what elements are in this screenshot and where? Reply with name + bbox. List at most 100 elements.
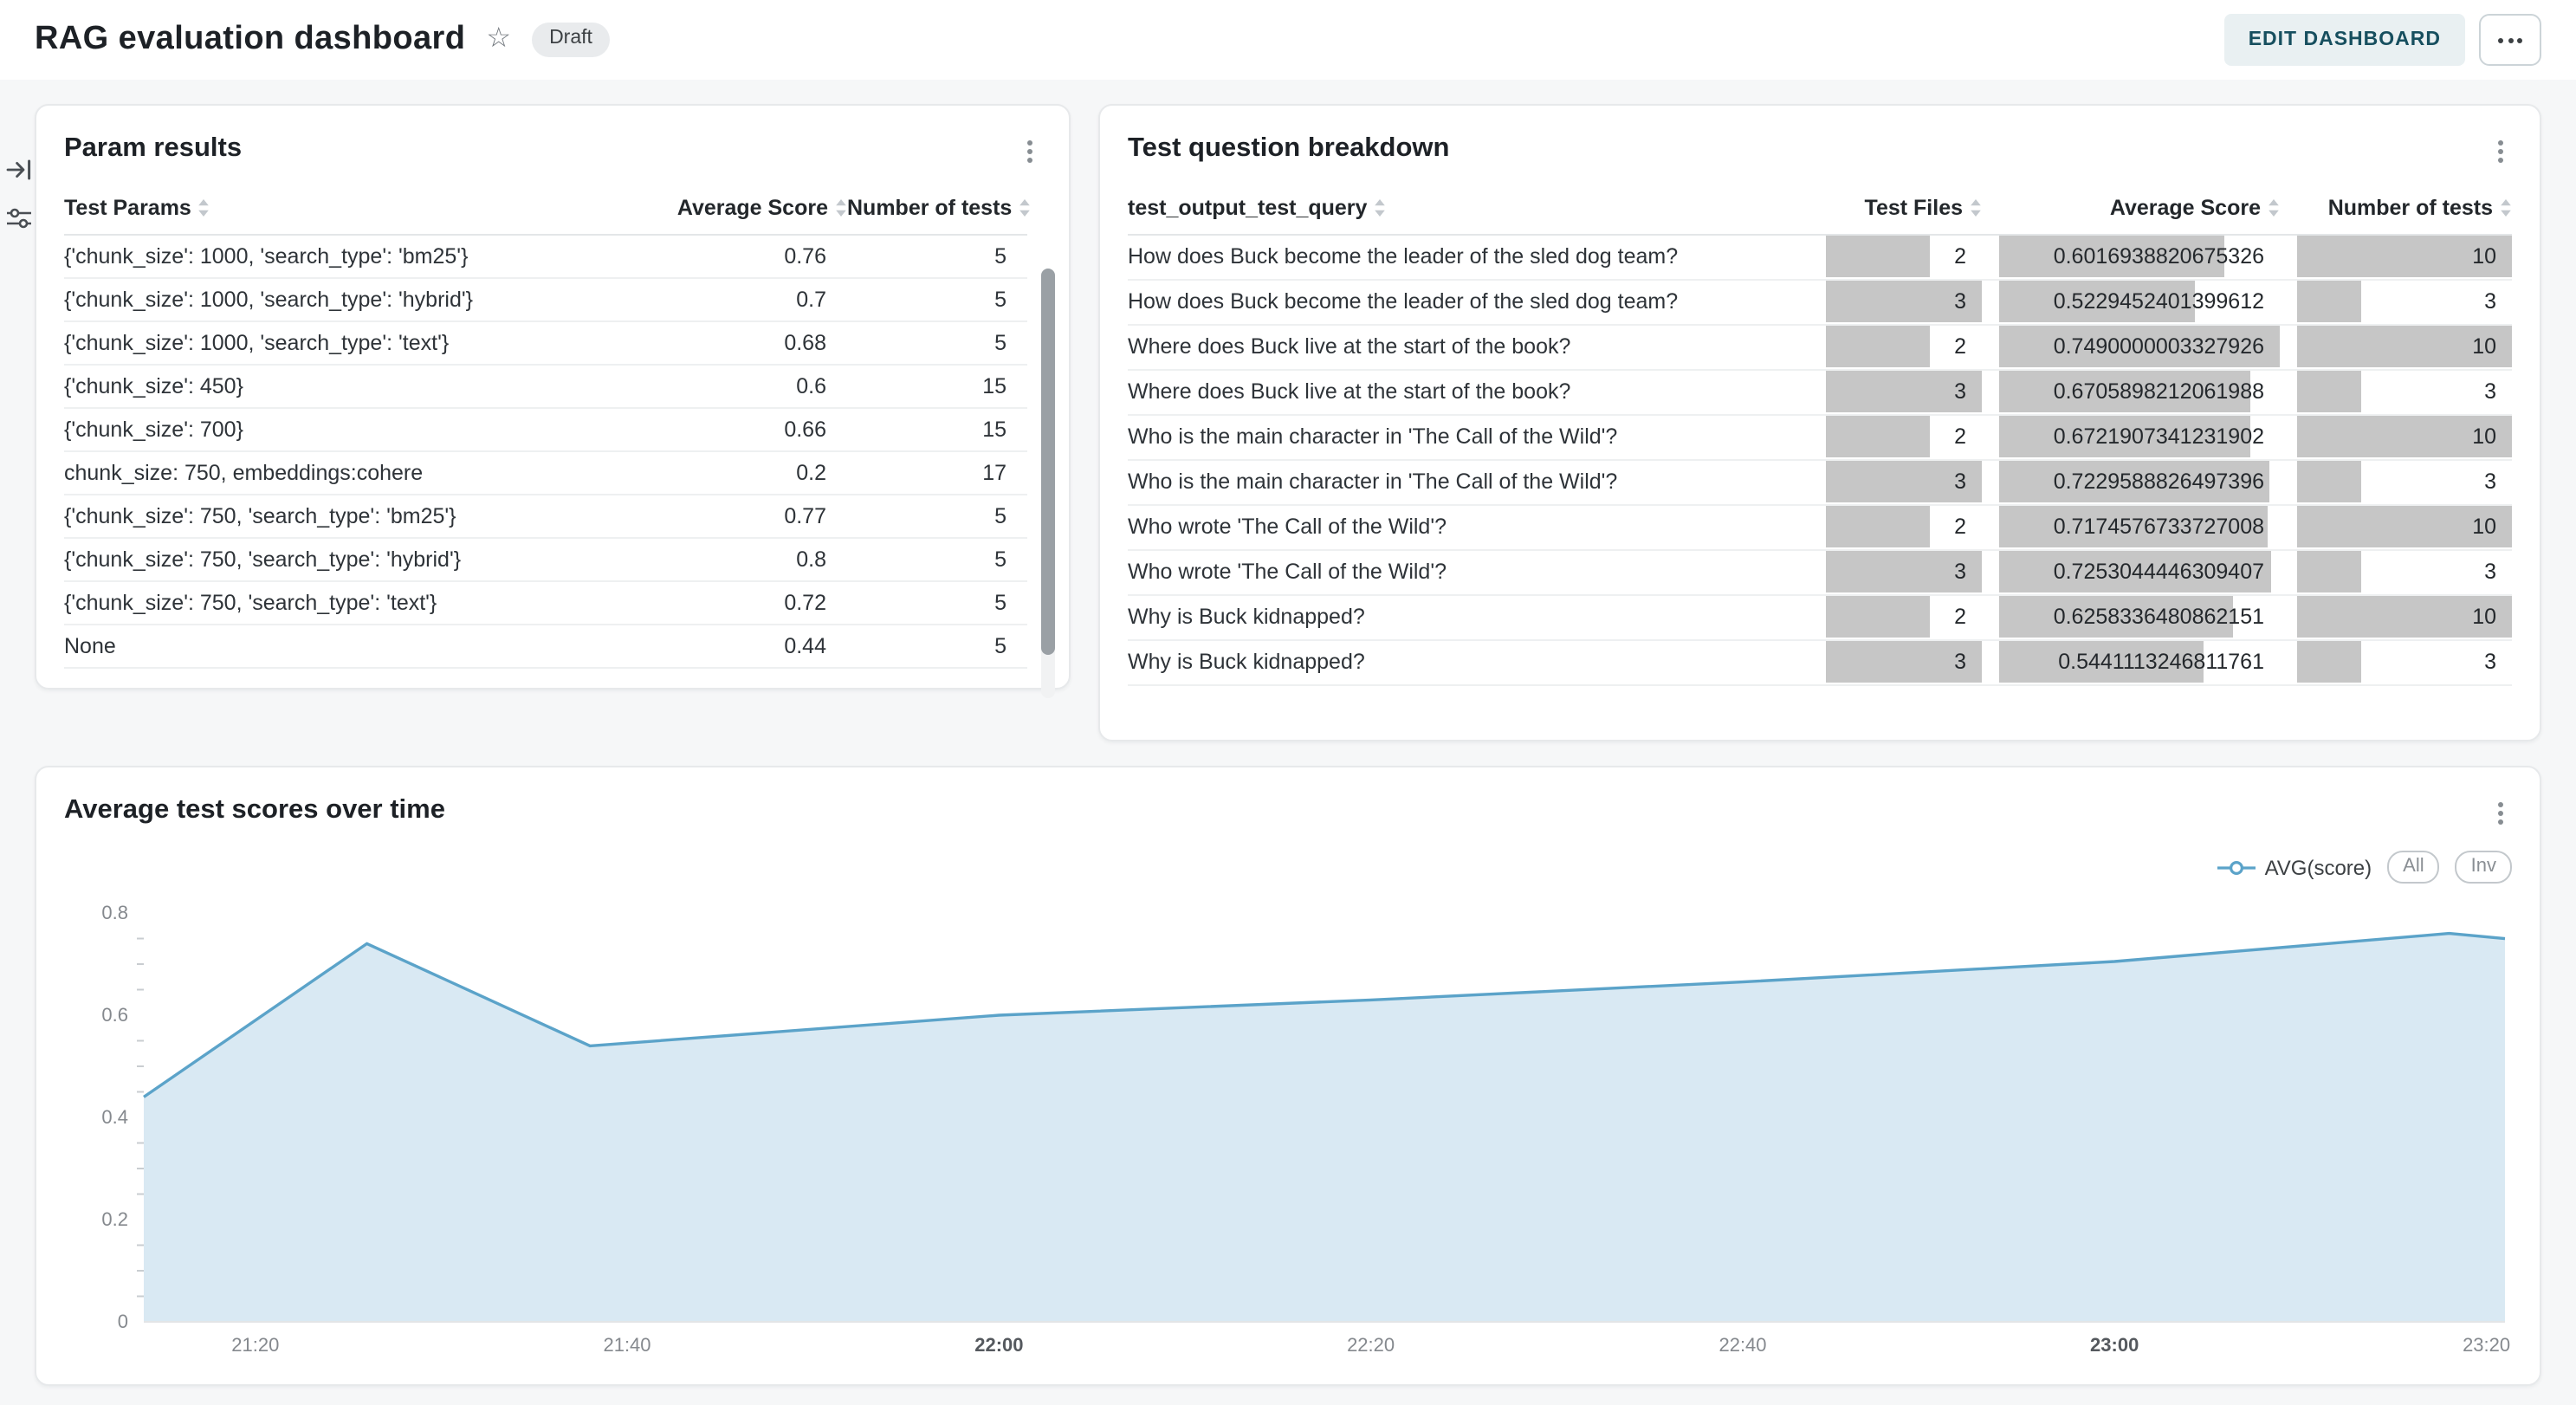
data-bar	[2297, 595, 2512, 637]
legend-all-button[interactable]: All	[2387, 851, 2440, 884]
number-of-tests-cell: 3	[2280, 549, 2512, 595]
data-bar	[1826, 235, 1931, 276]
question-breakdown-table: test_output_test_query Test Files Averag…	[1128, 182, 2512, 685]
x-tick-label: 21:40	[603, 1334, 650, 1356]
data-bar	[1826, 595, 1931, 637]
test-params-cell: {'chunk_size': 450}	[64, 364, 639, 408]
table-row: {'chunk_size': 750, 'search_type': 'bm25…	[64, 494, 1027, 538]
sort-icon	[2501, 198, 2511, 217]
y-tick-label: 0.6	[101, 1004, 128, 1026]
average-score-cell: 0.77	[639, 494, 847, 538]
table-row: {'chunk_size': 1000, 'search_type': 'bm2…	[64, 234, 1027, 278]
bar-value: 2	[1954, 243, 1966, 268]
kebab-icon	[1026, 139, 1032, 145]
number-of-tests-cell: 15	[847, 364, 1027, 408]
legend-series-label: AVG(score)	[2264, 855, 2372, 879]
more-options-button[interactable]	[2479, 14, 2541, 66]
average-score-cell: 0.6721907341231902	[1982, 414, 2280, 460]
table-row: {'chunk_size': 750, 'search_type': 'hybr…	[64, 537, 1027, 581]
table-row: Where does Buck live at the start of the…	[1128, 369, 2512, 415]
collapse-panel-icon[interactable]	[5, 156, 33, 184]
x-tick-label: 22:40	[1718, 1334, 1766, 1356]
bar-value: 3	[1954, 649, 1966, 673]
status-badge: Draft	[532, 23, 610, 57]
bar-value: 2	[1954, 514, 1966, 538]
table-row: Why is Buck kidnapped? 2 0.625833648086215…	[1128, 594, 2512, 640]
bar-value: 10	[2472, 333, 2496, 358]
bar-value: 10	[2472, 243, 2496, 268]
bar-value: 3	[1954, 559, 1966, 583]
test-files-cell: 3	[1826, 459, 1982, 505]
average-score-cell: 0.76	[639, 234, 847, 278]
scrollbar-thumb[interactable]	[1041, 269, 1055, 656]
left-rail	[5, 156, 33, 232]
data-bar	[2297, 550, 2362, 592]
chart-legend: AVG(score) All Inv	[2217, 851, 2512, 884]
chart-card-menu-button[interactable]	[2484, 795, 2515, 830]
test-files-cell: 3	[1826, 549, 1982, 595]
edit-dashboard-button[interactable]: EDIT DASHBOARD	[2223, 14, 2465, 66]
y-tick-label: 0	[118, 1311, 128, 1332]
test-files-cell: 3	[1826, 369, 1982, 415]
bar-value: 0.6705898212061988	[2053, 379, 2264, 403]
average-score-cell: 0.6016938820675326	[1982, 234, 2280, 280]
bar-value: 2	[1954, 333, 1966, 358]
average-score-cell: 0.68	[639, 320, 847, 365]
test-query-cell: Why is Buck kidnapped?	[1128, 594, 1826, 640]
table-row: How does Buck become the leader of the s…	[1128, 234, 2512, 280]
legend-inv-button[interactable]: Inv	[2455, 851, 2512, 884]
legend-avg-score-toggle[interactable]: AVG(score)	[2217, 855, 2372, 879]
average-score-cell: 0.7229588826497396	[1982, 459, 2280, 505]
bar-value: 0.7490000003327926	[2053, 333, 2264, 358]
number-of-tests-cell: 3	[2280, 459, 2512, 505]
test-params-cell: None	[64, 624, 639, 668]
page-title: RAG evaluation dashboard	[35, 21, 466, 57]
data-bar	[1826, 505, 1931, 547]
test-query-cell: How does Buck become the leader of the s…	[1128, 279, 1826, 325]
column-header-average-score[interactable]: Average Score	[1982, 182, 2280, 235]
test-params-cell: chunk_size: 750, embeddings:cohere	[64, 450, 639, 495]
filter-sliders-icon[interactable]	[5, 204, 33, 232]
test-files-cell: 2	[1826, 594, 1982, 640]
number-of-tests-cell: 5	[847, 624, 1027, 668]
data-bar	[1999, 415, 2251, 456]
bar-value: 0.7174576733727008	[2053, 514, 2264, 538]
average-score-cell: 0.6705898212061988	[1982, 369, 2280, 415]
average-score-cell: 0.72	[639, 580, 847, 625]
favorite-star-icon[interactable]: ☆	[486, 24, 512, 54]
column-header-test-params[interactable]: Test Params	[64, 182, 639, 235]
average-score-cell: 0.7	[639, 277, 847, 321]
breakdown-card-menu-button[interactable]	[2484, 133, 2515, 168]
param-card-menu-button[interactable]	[1013, 133, 1045, 168]
column-header-number-of-tests[interactable]: Number of tests	[2280, 182, 2512, 235]
test-params-cell: {'chunk_size': 750, 'search_type': 'text…	[64, 580, 639, 625]
sort-icon	[199, 198, 210, 217]
test-files-cell: 3	[1826, 279, 1982, 325]
test-query-cell: Who is the main character in 'The Call o…	[1128, 414, 1826, 460]
data-bar	[1999, 235, 2225, 276]
column-header-test-files[interactable]: Test Files	[1826, 182, 1982, 235]
data-bar	[1826, 640, 1982, 682]
number-of-tests-cell: 5	[847, 234, 1027, 278]
test-query-cell: How does Buck become the leader of the s…	[1128, 234, 1826, 280]
param-table-scrollbar[interactable]	[1041, 269, 1055, 698]
title-group: RAG evaluation dashboard ☆ Draft	[35, 21, 610, 59]
column-header-test-query[interactable]: test_output_test_query	[1128, 182, 1826, 235]
scores-chart-svg: 0 0.2 0.4 0.6 0.8 21:20 21:40 22:00 22:20 22:40 23…	[101, 902, 2510, 1356]
number-of-tests-cell: 5	[847, 320, 1027, 365]
bar-value: 0.7253044446309407	[2053, 559, 2264, 583]
average-score-cell: 0.8	[639, 537, 847, 581]
table-row: {'chunk_size': 450} 0.6 15	[64, 364, 1027, 408]
question-breakdown-title: Test question breakdown	[1128, 133, 1450, 163]
number-of-tests-cell: 5	[847, 277, 1027, 321]
bar-value: 10	[2472, 514, 2496, 538]
average-score-cell: 0.7174576733727008	[1982, 504, 2280, 550]
column-header-average-score[interactable]: Average Score	[639, 182, 847, 235]
column-header-number-of-tests[interactable]: Number of tests	[847, 182, 1031, 235]
data-bar	[1999, 550, 2271, 592]
y-tick-label: 0.8	[101, 902, 128, 923]
number-of-tests-cell: 15	[847, 407, 1027, 451]
average-score-cell: 0.5229452401399612	[1982, 279, 2280, 325]
test-params-cell: {'chunk_size': 1000, 'search_type': 'hyb…	[64, 277, 639, 321]
